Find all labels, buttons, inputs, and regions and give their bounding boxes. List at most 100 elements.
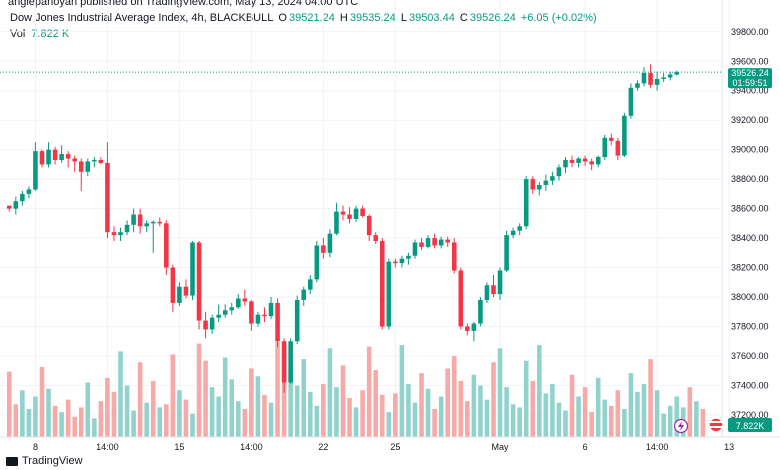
- volume-bar: [294, 385, 300, 437]
- candle-body: [458, 270, 464, 327]
- volume-bar: [628, 373, 634, 437]
- candle-body: [196, 242, 202, 321]
- volume-bar: [72, 416, 77, 437]
- candle-body: [432, 238, 437, 246]
- price-tick-label: 39800.00: [731, 27, 769, 37]
- candle: [255, 311, 261, 327]
- volume-bar: [242, 408, 248, 437]
- volume-bar: [609, 405, 614, 437]
- candle: [6, 205, 12, 212]
- candle: [46, 142, 51, 168]
- volume-label[interactable]: Vol: [10, 28, 26, 40]
- volume-bar: [556, 402, 562, 437]
- candle: [164, 220, 169, 275]
- candle: [412, 239, 418, 259]
- volume-bar: [262, 394, 267, 437]
- volume-bar: [504, 387, 509, 437]
- volume-bar: [438, 396, 444, 437]
- brand-label: TradingView: [22, 455, 83, 467]
- volume-bar: [510, 404, 516, 437]
- time-tick-label: 6: [583, 442, 588, 452]
- volume-bar: [20, 390, 25, 437]
- candle: [399, 255, 405, 268]
- volume-bar: [569, 374, 575, 437]
- candle-body: [124, 224, 130, 233]
- volume-bar: [275, 342, 280, 437]
- candle: [301, 286, 307, 306]
- candle: [386, 258, 392, 330]
- price-tick-label: 38400.00: [731, 233, 769, 243]
- candle-body: [373, 235, 379, 242]
- volume-bar: [6, 371, 12, 437]
- volume-bar: [399, 345, 405, 437]
- volume-bar: [451, 356, 457, 437]
- candle: [576, 157, 581, 168]
- volume-bar: [157, 407, 163, 437]
- volume-bar: [144, 402, 149, 437]
- candle-body: [589, 161, 594, 165]
- lightning-icon[interactable]: [673, 418, 689, 434]
- volume-bar: [98, 401, 104, 437]
- candle-body: [275, 302, 280, 342]
- price-tick-label: 38000.00: [731, 292, 769, 302]
- candle: [13, 196, 19, 215]
- candle-body: [438, 239, 444, 246]
- candle: [432, 233, 437, 249]
- candle-body: [412, 242, 418, 256]
- time-tick-label: 25: [390, 442, 400, 452]
- volume-bar: [170, 354, 176, 437]
- candle: [111, 226, 117, 242]
- volume-bar: [589, 412, 594, 437]
- volume-bar: [517, 407, 522, 437]
- candle-body: [6, 205, 12, 209]
- volume-bar: [550, 384, 555, 437]
- candle: [458, 267, 464, 330]
- price-tick-label: 37200.00: [731, 410, 769, 420]
- candle: [236, 294, 241, 309]
- candle-body: [497, 270, 503, 295]
- candle: [52, 146, 58, 165]
- volume-bar: [674, 396, 680, 437]
- candle: [275, 298, 280, 348]
- candle: [65, 151, 71, 168]
- volume-bar: [314, 405, 320, 437]
- candle: [648, 64, 653, 88]
- candle: [366, 214, 372, 242]
- volume-bar: [281, 349, 287, 437]
- candle-body: [667, 74, 673, 78]
- candle: [92, 157, 97, 168]
- volume-bar: [190, 413, 195, 437]
- candle-body: [609, 137, 614, 141]
- candle: [491, 274, 496, 298]
- flag-icon[interactable]: [708, 417, 724, 433]
- candle-body: [150, 221, 156, 224]
- candle: [569, 155, 575, 168]
- candle-body: [648, 73, 653, 85]
- candle-body: [144, 223, 149, 227]
- volume-bar: [209, 387, 215, 437]
- candle: [537, 182, 542, 196]
- price-tick-label: 38200.00: [731, 263, 769, 273]
- candle: [595, 155, 601, 168]
- candle: [157, 217, 163, 227]
- candle-body: [249, 301, 254, 324]
- symbol-title[interactable]: Dow Jones Industrial Average Index, 4h, …: [10, 12, 274, 24]
- candle-body: [242, 298, 248, 302]
- volume-bar: [137, 362, 143, 437]
- candle-body: [340, 211, 346, 215]
- price-tag: 39526.24 01:59:51: [728, 68, 772, 89]
- candle-body: [399, 258, 405, 264]
- candle: [523, 176, 529, 230]
- candle-body: [471, 323, 477, 331]
- candle-body: [517, 226, 522, 231]
- high-value: 39535.24: [349, 12, 396, 24]
- candle: [72, 155, 77, 172]
- candle-body: [406, 255, 411, 259]
- price-tick-label: 39600.00: [731, 56, 769, 66]
- candle-body: [92, 159, 97, 162]
- volume-bar: [432, 408, 437, 437]
- candle-body: [641, 73, 647, 84]
- candle-body: [491, 285, 496, 295]
- candle-body: [203, 320, 208, 330]
